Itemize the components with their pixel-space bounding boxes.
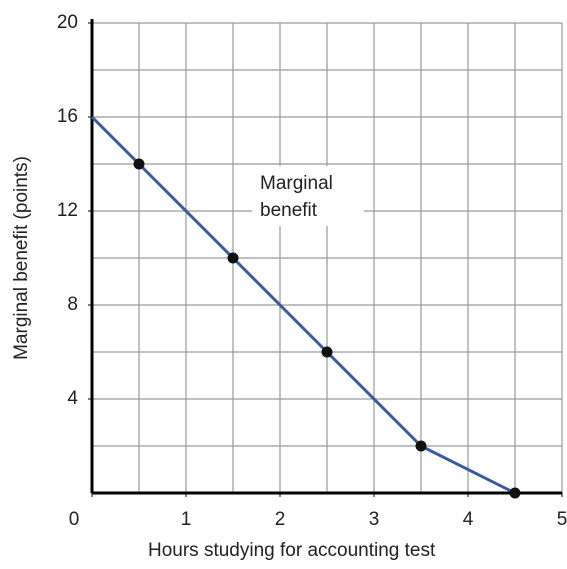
y-tick-label: 4 [67, 388, 78, 409]
y-tick-label: 20 [57, 12, 78, 33]
line [90, 115, 516, 495]
y-tick-label: 16 [57, 106, 78, 127]
y-axis-label: Marginal benefit (points) [11, 156, 32, 360]
x-tick-label: 3 [369, 509, 380, 530]
point [321, 346, 333, 358]
annotation: Marginal [260, 173, 333, 194]
x-axis-label: Hours studying for accounting test [148, 540, 436, 561]
x-tick-label: 2 [275, 509, 286, 530]
x-tick-label: 1 [181, 509, 192, 530]
point [415, 440, 427, 452]
point [509, 487, 521, 499]
y-tick-label: 12 [57, 200, 78, 221]
x-tick-label: 4 [463, 509, 474, 530]
y-tick-label: 8 [67, 294, 78, 315]
point [133, 158, 145, 170]
x-tick-label: 5 [557, 509, 567, 530]
annotation-bg [252, 166, 364, 226]
annotation: benefit [260, 200, 318, 221]
x-tick-label: 0 [69, 509, 80, 530]
point [227, 252, 239, 264]
